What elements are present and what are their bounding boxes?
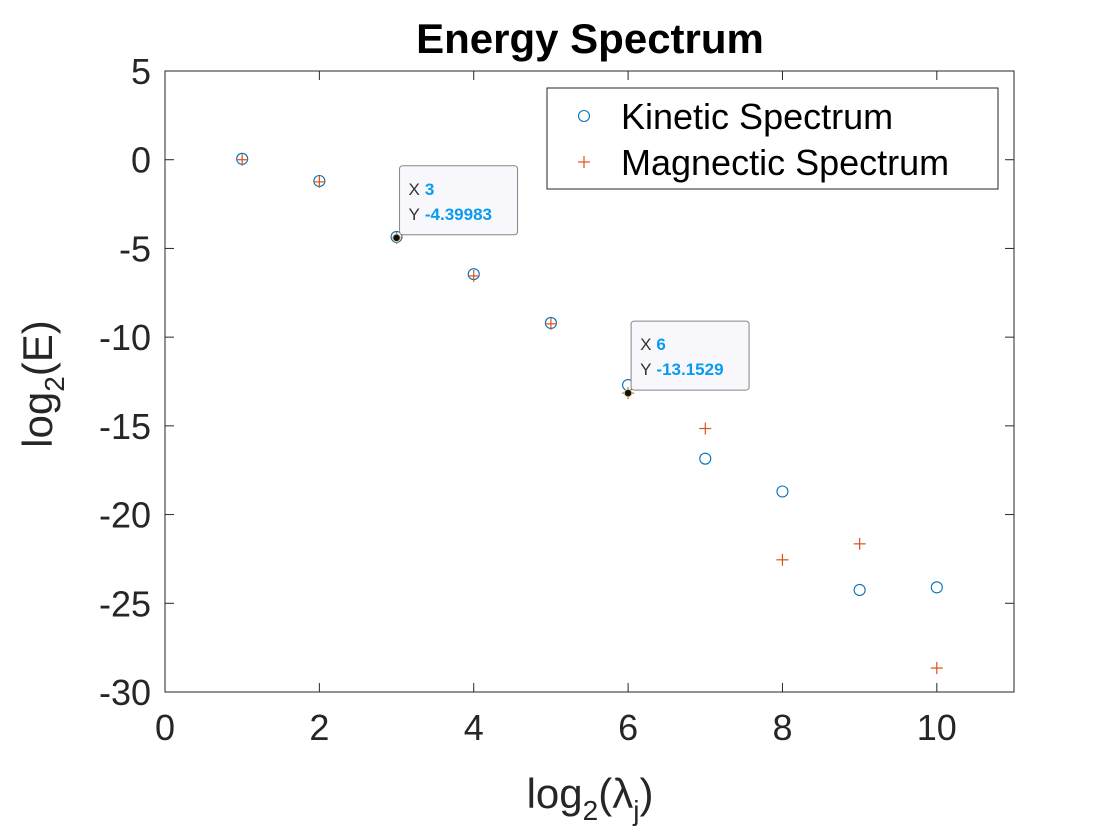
plot-area-frame: [164, 70, 1015, 693]
x-tick-label: 4: [464, 707, 484, 748]
datatip-y-row: Y -13.1529: [640, 360, 723, 379]
y-tick-label: -25: [99, 583, 151, 624]
chart-title: Energy Spectrum: [416, 15, 764, 62]
legend[interactable]: Kinetic Spectrum Magnectic Spectrum: [546, 87, 999, 190]
kinetic-point[interactable]: [930, 581, 943, 594]
kinetic-series: [236, 152, 943, 597]
legend-kinetic-marker: [577, 109, 591, 123]
datatip-anchor-point[interactable]: [392, 233, 401, 243]
magnetic-point[interactable]: [699, 422, 712, 435]
datatip-anchor-point[interactable]: [623, 388, 633, 398]
legend-plus-marker[interactable]: [578, 156, 590, 168]
datatip[interactable]: X 3 Y -4.39983: [392, 165, 519, 243]
legend-circle-marker[interactable]: [577, 109, 591, 123]
y-tick-label: 0: [131, 140, 151, 181]
x-tick-label: 10: [917, 707, 957, 748]
kinetic-point[interactable]: [776, 485, 789, 498]
magnetic-point[interactable]: [776, 553, 789, 566]
y-tick-label: -15: [99, 406, 151, 447]
magnetic-point[interactable]: [236, 153, 249, 166]
x-tick-label: 0: [155, 707, 175, 748]
datatip-y-row: Y -4.39983: [409, 205, 492, 224]
kinetic-point[interactable]: [699, 452, 712, 465]
y-tick-label: 5: [131, 51, 151, 92]
magnetic-point[interactable]: [930, 662, 943, 675]
y-tick-label: -20: [99, 495, 151, 536]
magnetic-series: [236, 153, 943, 675]
x-tick-label: 2: [309, 707, 329, 748]
x-tick-label: 6: [618, 707, 638, 748]
y-axis-title: log2(E): [14, 320, 70, 448]
magnetic-point[interactable]: [313, 175, 326, 188]
y-tick-label: -10: [99, 317, 151, 358]
legend-magnetic-label: Magnectic Spectrum: [621, 142, 949, 183]
datatip-box: [630, 320, 750, 391]
x-axis-title: log2(λj): [527, 770, 654, 826]
magnetic-point[interactable]: [853, 537, 866, 550]
y-tick-label: -5: [119, 228, 151, 269]
magnetic-point[interactable]: [544, 317, 557, 330]
legend-kinetic-label: Kinetic Spectrum: [621, 96, 893, 137]
datatip-box: [399, 165, 519, 236]
x-tick-label: 8: [772, 707, 792, 748]
y-tick-label: -30: [99, 672, 151, 713]
magnetic-point[interactable]: [467, 269, 480, 282]
datatip[interactable]: X 6 Y -13.1529: [623, 320, 750, 398]
kinetic-point[interactable]: [853, 583, 866, 597]
legend-box: [546, 87, 999, 190]
legend-magnetic-marker: [578, 156, 590, 168]
